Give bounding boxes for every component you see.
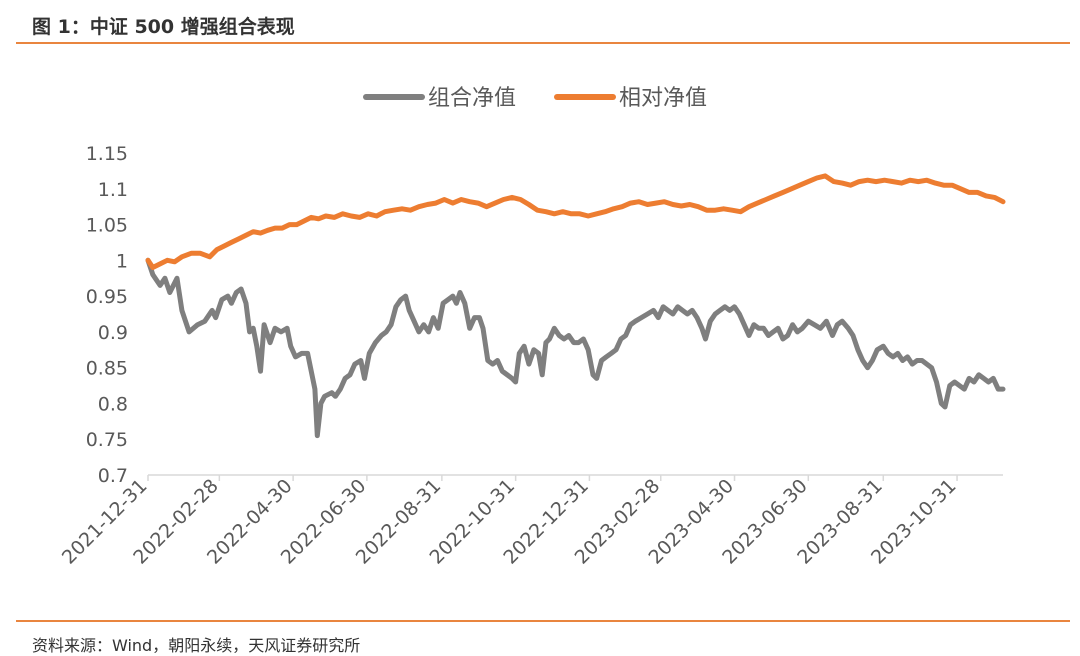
title-divider [16, 42, 1070, 44]
y-tick-label: 0.95 [86, 286, 128, 308]
chart-legend: 组合净值 相对净值 [363, 86, 707, 111]
legend-label: 组合净值 [428, 86, 516, 111]
legend-label: 相对净值 [619, 86, 707, 111]
figure-title: 图 1：中证 500 增强组合表现 [32, 16, 295, 38]
series-lines [145, 173, 1006, 439]
line-chart: 组合净值 相对净值 0.7 0.75 0.8 0.85 0.9 0.95 1 1.05 1.1 1.… [58, 86, 1006, 569]
y-tick-label: 0.7 [98, 465, 128, 487]
y-tick-label: 1.1 [98, 179, 128, 201]
series-line [145, 173, 1006, 270]
y-tick-label: 1.05 [86, 215, 128, 237]
source-divider [16, 620, 1070, 622]
y-tick-label: 0.85 [86, 358, 128, 380]
y-tick-label: 0.75 [86, 429, 128, 451]
y-tick-label: 1.15 [86, 143, 128, 165]
y-axis-ticks: 0.7 0.75 0.8 0.85 0.9 0.95 1 1.05 1.1 1.15 [86, 143, 128, 487]
source-note: 资料来源：Wind，朝阳永续，天风证券研究所 [32, 636, 361, 655]
y-tick-label: 1 [116, 250, 128, 272]
x-axis: 2021-12-312022-02-282022-04-302022-06-30… [58, 474, 1003, 569]
y-tick-label: 0.8 [98, 393, 128, 415]
series-line [145, 257, 1006, 439]
y-tick-label: 0.9 [98, 322, 128, 344]
